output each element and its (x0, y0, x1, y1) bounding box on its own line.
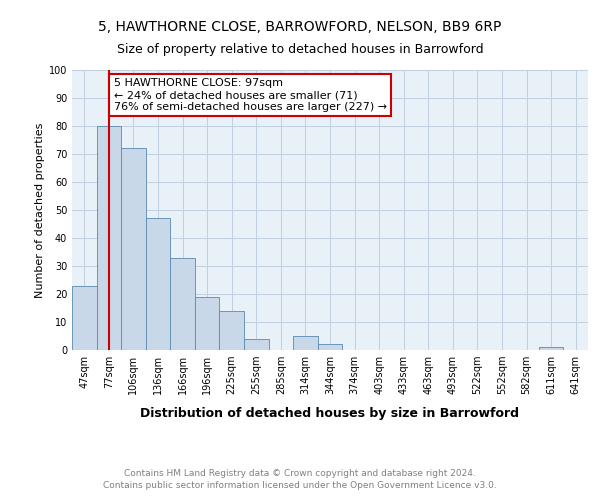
Text: 5 HAWTHORNE CLOSE: 97sqm
← 24% of detached houses are smaller (71)
76% of semi-d: 5 HAWTHORNE CLOSE: 97sqm ← 24% of detach… (114, 78, 387, 112)
Bar (293, 336, 318, 350)
Bar (220, 311, 244, 350)
Bar (121, 148, 146, 350)
Bar (146, 218, 170, 350)
Text: Distribution of detached houses by size in Barrowford: Distribution of detached houses by size … (140, 408, 520, 420)
Bar (97, 126, 121, 350)
Bar (539, 347, 563, 350)
Bar (195, 297, 220, 350)
Text: 5, HAWTHORNE CLOSE, BARROWFORD, NELSON, BB9 6RP: 5, HAWTHORNE CLOSE, BARROWFORD, NELSON, … (98, 20, 502, 34)
Text: Contains HM Land Registry data © Crown copyright and database right 2024.
Contai: Contains HM Land Registry data © Crown c… (103, 468, 497, 490)
Text: Size of property relative to detached houses in Barrowford: Size of property relative to detached ho… (116, 42, 484, 56)
Bar (72, 286, 97, 350)
Bar (318, 344, 342, 350)
Y-axis label: Number of detached properties: Number of detached properties (35, 122, 44, 298)
Bar (170, 258, 195, 350)
Bar (244, 339, 269, 350)
